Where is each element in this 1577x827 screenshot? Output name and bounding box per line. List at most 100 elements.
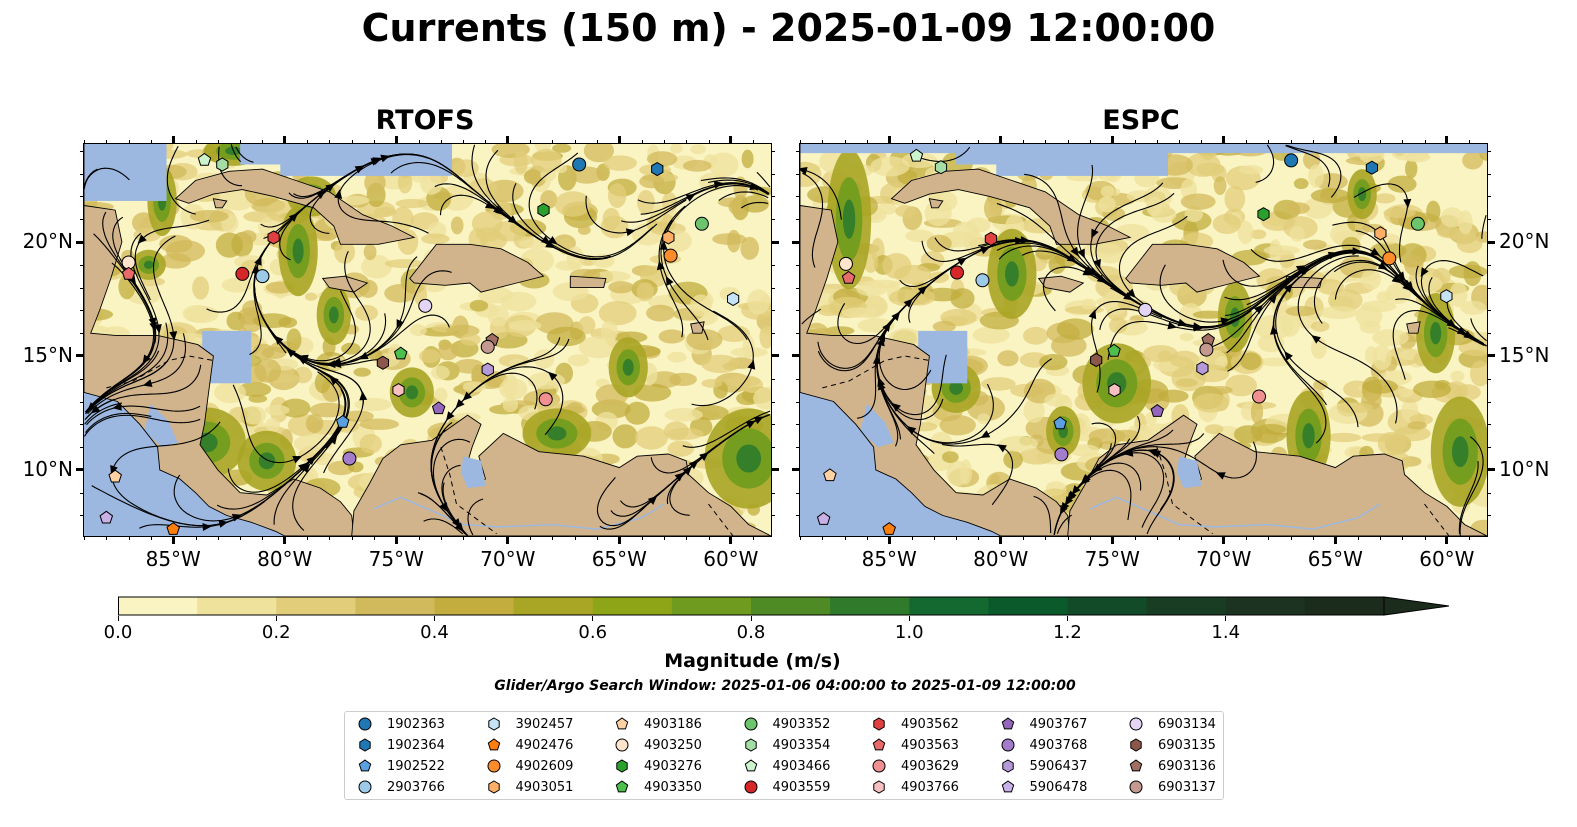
lon-minor-tick bbox=[1313, 140, 1315, 143]
lat-tick bbox=[772, 468, 779, 472]
map-panel-espc bbox=[799, 143, 1488, 537]
lon-minor-tick bbox=[284, 537, 286, 540]
lon-label: 80°W bbox=[257, 547, 313, 571]
lon-minor-tick bbox=[150, 140, 152, 143]
lon-tick-top bbox=[171, 136, 175, 143]
legend-item: 4903563 bbox=[871, 735, 959, 755]
float-marker-4903466 bbox=[197, 152, 212, 166]
lat-minor-tick bbox=[80, 264, 83, 266]
stream-arrows bbox=[87, 154, 764, 532]
lon-minor-tick bbox=[1179, 537, 1181, 540]
lon-minor-tick bbox=[329, 537, 331, 540]
lon-minor-tick bbox=[1223, 140, 1225, 143]
lon-minor-tick bbox=[1290, 140, 1292, 143]
land-pacific_coast bbox=[84, 392, 285, 536]
colorbar-tick bbox=[1067, 616, 1068, 621]
legend-label: 4903563 bbox=[901, 737, 959, 753]
legend-marker-pentagon-icon bbox=[872, 738, 886, 751]
lon-minor-tick bbox=[373, 537, 375, 540]
lat-minor-tick bbox=[1488, 264, 1491, 266]
colorbar-tick-label: 0.4 bbox=[420, 622, 449, 643]
float-marker-4903276 bbox=[1257, 207, 1270, 222]
lon-label: 75°W bbox=[1084, 547, 1140, 571]
legend-item: 1902364 bbox=[357, 735, 445, 755]
lon-minor-tick bbox=[351, 140, 353, 143]
lon-minor-tick bbox=[956, 537, 958, 540]
lat-minor-tick bbox=[772, 469, 775, 471]
lon-minor-tick bbox=[1089, 537, 1091, 540]
legend-item: 4903354 bbox=[743, 735, 830, 755]
lat-label: 20°N bbox=[1499, 229, 1550, 253]
lon-tick-top bbox=[506, 136, 510, 143]
lon-tick-bottom bbox=[1445, 537, 1449, 544]
lon-minor-tick bbox=[173, 537, 175, 540]
float-marker-4903186 bbox=[108, 469, 122, 483]
lon-minor-tick bbox=[552, 537, 554, 540]
lon-tick-top bbox=[617, 136, 621, 143]
lon-minor-tick bbox=[889, 140, 891, 143]
lon-minor-tick bbox=[730, 140, 732, 143]
legend-label: 4903276 bbox=[644, 758, 702, 774]
legend-marker-hexagon-icon bbox=[359, 738, 371, 752]
legend-label: 4903186 bbox=[644, 716, 702, 732]
float-marker-5906478 bbox=[816, 511, 831, 525]
colorbar-extend-arrow bbox=[1383, 596, 1450, 616]
colorbar-tick-label: 0.2 bbox=[261, 622, 291, 643]
float-marker-6903134 bbox=[1138, 302, 1153, 317]
legend-marker-hexagon-icon bbox=[487, 780, 500, 794]
lon-minor-tick bbox=[574, 140, 576, 143]
lat-minor-tick bbox=[796, 469, 799, 471]
legend-label: 6903136 bbox=[1158, 758, 1216, 774]
lat-label: 10°N bbox=[22, 456, 73, 481]
float-marker-4903250 bbox=[838, 256, 853, 271]
lat-minor-tick bbox=[1488, 287, 1491, 289]
float-marker-5906437 bbox=[481, 362, 494, 377]
legend-marker-circle-icon bbox=[358, 717, 372, 731]
lat-tick bbox=[772, 240, 779, 244]
legend-marker-circle-icon bbox=[1129, 780, 1143, 794]
colorbar-bin bbox=[276, 597, 356, 615]
lon-minor-tick bbox=[1201, 140, 1203, 143]
lon-minor-tick bbox=[262, 140, 264, 143]
lat-minor-tick bbox=[796, 447, 799, 449]
legend-label: 6903134 bbox=[1158, 716, 1216, 732]
search-window-note: Glider/Argo Search Window: 2025-01-06 04… bbox=[494, 678, 1076, 694]
lon-minor-tick bbox=[440, 537, 442, 540]
lon-minor-tick bbox=[1000, 537, 1002, 540]
land-hispaniola bbox=[409, 243, 545, 293]
lon-minor-tick bbox=[574, 537, 576, 540]
float-marker-3902457 bbox=[1440, 289, 1453, 304]
float-marker-4903051 bbox=[1374, 226, 1387, 241]
land-cuba bbox=[890, 168, 1132, 245]
lon-minor-tick bbox=[1469, 140, 1471, 143]
float-marker-2903766 bbox=[255, 269, 270, 284]
float-marker-4903562 bbox=[984, 231, 998, 246]
lon-minor-tick bbox=[708, 537, 710, 540]
colorbar-tick bbox=[434, 616, 435, 621]
lon-minor-tick bbox=[933, 140, 935, 143]
legend-label: 4902476 bbox=[515, 737, 574, 753]
float-marker-4903562 bbox=[267, 230, 280, 245]
lon-minor-tick bbox=[597, 537, 599, 540]
float-marker-4902609 bbox=[1382, 251, 1397, 266]
lon-minor-tick bbox=[1290, 537, 1292, 540]
land bbox=[800, 144, 1487, 536]
lat-minor-tick bbox=[772, 401, 775, 403]
lon-label: 70°W bbox=[1196, 547, 1252, 571]
lon-minor-tick bbox=[1424, 140, 1426, 143]
land-cuba bbox=[174, 168, 416, 245]
lon-minor-tick bbox=[844, 537, 846, 540]
lon-minor-tick bbox=[1156, 140, 1158, 143]
lat-tick bbox=[792, 468, 799, 472]
lon-minor-tick bbox=[329, 140, 331, 143]
lon-minor-tick bbox=[173, 140, 175, 143]
colorbar-bin bbox=[751, 597, 831, 615]
lon-minor-tick bbox=[396, 140, 398, 143]
float-marker-4903352 bbox=[694, 216, 709, 231]
lat-minor-tick bbox=[772, 515, 775, 517]
lat-minor-tick bbox=[772, 378, 775, 380]
lon-minor-tick bbox=[911, 537, 913, 540]
lon-minor-tick bbox=[307, 140, 309, 143]
lon-minor-tick bbox=[1402, 140, 1404, 143]
legend-label: 6903135 bbox=[1158, 737, 1216, 753]
